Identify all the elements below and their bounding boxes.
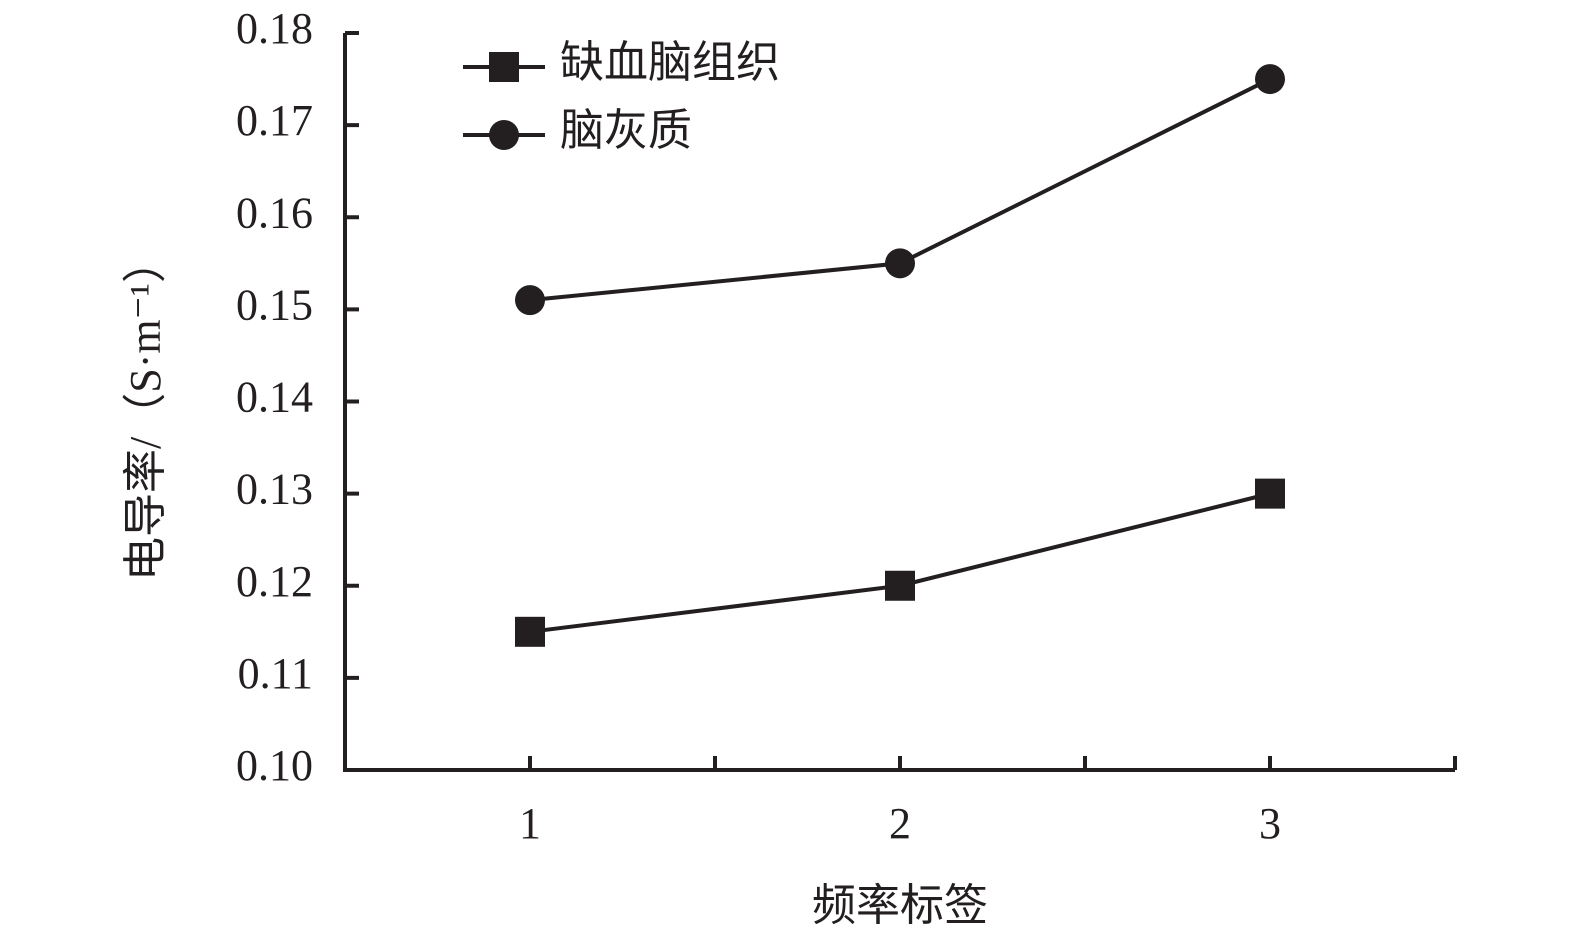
marker <box>885 248 915 279</box>
marker <box>1255 478 1285 509</box>
y-tick-label: 0.11 <box>238 649 313 698</box>
legend-label: 缺血脑组织 <box>560 38 780 87</box>
x-tick-label: 3 <box>1259 799 1281 848</box>
y-tick-label: 0.10 <box>236 741 313 790</box>
legend-label: 脑灰质 <box>560 106 692 155</box>
y-tick-label: 0.14 <box>236 373 313 422</box>
y-tick-label: 0.17 <box>236 96 313 145</box>
legend-marker <box>489 120 519 150</box>
legend-marker <box>489 52 519 82</box>
y-tick-label: 0.18 <box>236 4 313 53</box>
x-tick-label: 2 <box>889 799 911 848</box>
x-axis-label: 频率标签 <box>812 881 988 930</box>
x-tick-label: 1 <box>519 799 541 848</box>
y-tick-label: 0.16 <box>236 188 313 237</box>
y-tick-label: 0.13 <box>236 465 313 514</box>
marker <box>1255 64 1285 95</box>
series-line <box>529 491 1271 634</box>
marker <box>515 616 545 647</box>
marker <box>885 570 915 601</box>
y-tick-label: 0.15 <box>236 280 313 329</box>
marker <box>515 285 545 316</box>
y-axis-label: 电导率/（S·m⁻¹） <box>121 239 170 581</box>
y-tick-label: 0.12 <box>236 557 313 606</box>
